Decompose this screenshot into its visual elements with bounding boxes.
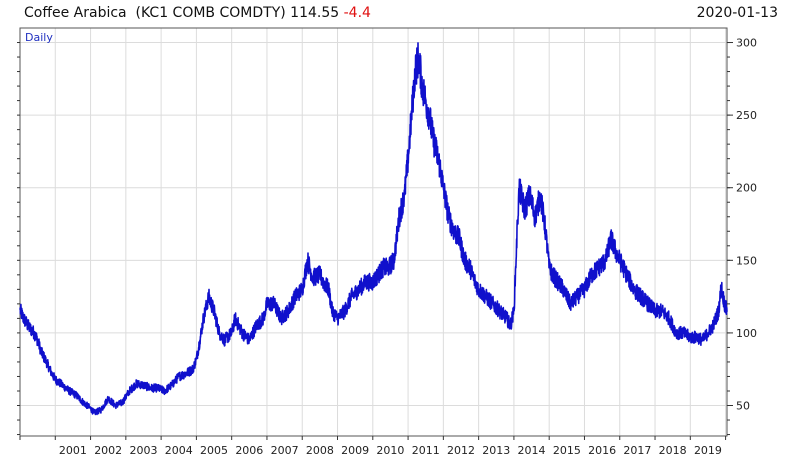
x-tick-label: 2009: [341, 444, 369, 457]
chart-date: 2020-01-13: [696, 5, 778, 21]
y-tick-label: 50: [736, 400, 750, 413]
y-tick-label: 250: [736, 109, 757, 122]
x-tick-label: 2016: [588, 444, 616, 457]
x-tick-label: 2011: [412, 444, 440, 457]
y-tick-label: 200: [736, 182, 757, 195]
period-label: Daily: [25, 31, 53, 44]
y-axis: 50 100 150 200 250 300: [17, 37, 757, 436]
last-price: 114.55: [290, 5, 340, 21]
price-change: -4.4: [343, 5, 371, 21]
x-axis: 2001 2002 2003 2004 2005 2006 2007 2008 2009 2010…: [19, 436, 727, 457]
y-tick-label: 100: [736, 327, 757, 340]
x-tick-label: 2002: [94, 444, 122, 457]
x-tick-label: 2014: [518, 444, 546, 457]
x-tick-label: 2006: [235, 444, 263, 457]
x-tick-label: 2004: [165, 444, 193, 457]
x-tick-label: 2018: [659, 444, 687, 457]
x-tick-label: 2003: [129, 444, 157, 457]
x-tick-label: 2008: [306, 444, 334, 457]
chart-title: Coffee Arabica (KC1 COMB COMDTY) 114.55 …: [24, 5, 371, 21]
x-tick-label: 2017: [623, 444, 651, 457]
instrument-name: Coffee Arabica: [24, 5, 127, 21]
chart-header: Coffee Arabica (KC1 COMB COMDTY) 114.55 …: [0, 0, 788, 26]
x-tick-label: 2005: [200, 444, 228, 457]
x-tick-label: 2019: [694, 444, 722, 457]
x-tick-label: 2001: [59, 444, 87, 457]
x-tick-label: 2010: [376, 444, 404, 457]
plot-frame: [19, 27, 728, 437]
x-tick-label: 2013: [482, 444, 510, 457]
x-tick-label: 2015: [553, 444, 581, 457]
x-tick-label: 2007: [271, 444, 299, 457]
y-tick-label: 150: [736, 254, 757, 267]
instrument-ticker: (KC1 COMB COMDTY): [135, 5, 286, 21]
chart-grid: [20, 28, 727, 436]
x-tick-label: 2012: [447, 444, 475, 457]
y-tick-label: 300: [736, 37, 757, 50]
price-series-line: [19, 42, 728, 416]
